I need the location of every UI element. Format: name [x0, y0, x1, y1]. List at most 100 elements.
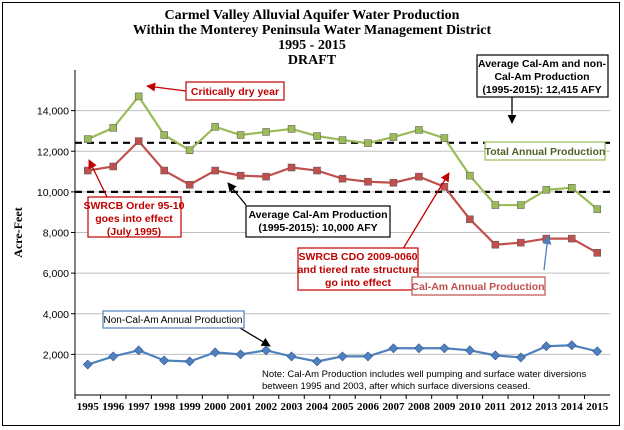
data-point — [466, 171, 474, 180]
x-tick-label: 2002 — [255, 401, 278, 413]
data-point — [388, 343, 399, 354]
y-tick-label: 14,000 — [37, 106, 69, 118]
calam-label-box — [411, 276, 546, 296]
data-point — [364, 177, 372, 186]
calam-series-label: Cal-Am Annual Production — [411, 281, 544, 293]
data-point — [363, 351, 373, 362]
data-point — [109, 124, 117, 132]
x-tick-label: 2004 — [306, 401, 329, 413]
cdo-label: and tiered rate structure — [298, 264, 419, 276]
x-tick-label: 2003 — [281, 401, 304, 413]
x-tick-label: 2008 — [408, 401, 431, 413]
data-point — [286, 351, 297, 362]
data-point — [337, 351, 348, 362]
avg-total-label: (1995-2015): 12,415 AFY — [482, 84, 601, 96]
x-tick-label: 2000 — [204, 401, 227, 413]
data-point — [210, 347, 221, 358]
x-tick-label: 2001 — [230, 401, 252, 413]
data-point — [517, 201, 525, 209]
chart-title-line-2: Within the Monterey Peninsula Water Mana… — [132, 23, 492, 38]
total-series-label: Total Annual Production — [485, 146, 606, 158]
data-point — [185, 181, 194, 189]
data-point — [313, 132, 321, 140]
data-point — [109, 162, 117, 171]
data-point — [312, 356, 322, 367]
data-point — [515, 352, 526, 363]
data-point — [415, 172, 423, 181]
y-tick-label: 6,000 — [43, 268, 69, 280]
chart-title-line-4: DRAFT — [287, 53, 337, 68]
x-tick-label: 1996 — [102, 401, 125, 413]
x-tick-label: 2006 — [357, 401, 380, 413]
data-point — [464, 345, 475, 356]
data-point — [415, 126, 423, 134]
y-axis-label: Acre-Feet — [11, 207, 25, 257]
data-point — [592, 346, 603, 357]
data-point — [82, 359, 93, 370]
x-tick-label: 2010 — [459, 401, 482, 413]
y-tick-label: 12,000 — [37, 146, 69, 158]
avg-calam-box — [245, 205, 391, 238]
data-point — [541, 341, 552, 352]
data-point — [236, 171, 245, 180]
cdo-label: SWRCB CDO 2009-0060 — [298, 251, 417, 263]
data-point — [490, 350, 501, 361]
data-point — [262, 128, 270, 136]
avg-calam-label: (1995-2015): 10,000 AFY — [258, 222, 377, 234]
x-tick-label: 2009 — [433, 401, 456, 413]
order-label: goes into effect — [95, 213, 173, 225]
data-point — [287, 163, 296, 172]
data-point — [491, 201, 500, 209]
calam-label-arrow — [542, 235, 552, 271]
data-point — [389, 178, 398, 187]
cdo-label: go into effect — [325, 277, 391, 289]
chart-title-line-1: Carmel Valley Alluvial Aquifer Water Pro… — [164, 8, 460, 23]
cdo-box — [297, 247, 419, 291]
x-tick-label: 2012 — [510, 401, 533, 413]
data-point — [364, 139, 372, 147]
data-point — [236, 131, 245, 139]
data-point — [517, 238, 525, 247]
data-point — [211, 123, 219, 131]
chart-title-line-3: 1995 - 2015 — [278, 38, 346, 53]
dry-year-label: Critically dry year — [191, 86, 279, 98]
data-point — [159, 355, 170, 366]
y-tick-label: 2,000 — [43, 349, 69, 361]
data-point — [568, 234, 576, 243]
dry-year-arrow — [146, 82, 187, 92]
data-point — [184, 356, 195, 367]
x-tick-label: 2007 — [382, 401, 405, 413]
avg-total-label: Average Cal-Am and non- — [478, 58, 606, 70]
data-point — [108, 351, 119, 362]
data-point — [134, 92, 143, 101]
total-label-box — [484, 141, 606, 161]
data-point — [566, 340, 577, 351]
x-tick-label: 2011 — [485, 401, 506, 413]
data-point — [338, 136, 347, 144]
data-point — [439, 343, 450, 354]
order-label: SWRCB Order 95-10 — [84, 200, 185, 212]
order-label: (July 1995) — [107, 226, 161, 238]
data-point — [542, 234, 551, 243]
data-point — [389, 133, 398, 141]
data-point — [83, 166, 92, 175]
order-box — [87, 196, 182, 238]
x-tick-label: 2013 — [535, 401, 558, 413]
data-point — [313, 166, 321, 175]
noncalam-series-label: Non-Cal-Am Annual Production — [104, 315, 243, 326]
x-tick-label: 1998 — [153, 401, 176, 413]
y-tick-label: 10,000 — [37, 187, 69, 199]
data-point — [211, 166, 219, 175]
dry-year-box — [185, 81, 285, 101]
avg-total-box — [476, 54, 609, 98]
data-point — [160, 131, 168, 139]
data-point — [593, 205, 602, 213]
data-point — [491, 240, 500, 249]
noncalam-box — [102, 310, 245, 329]
data-point — [261, 345, 271, 356]
data-point — [593, 249, 602, 257]
order-arrow — [88, 159, 108, 198]
x-tick-label: 1997 — [128, 401, 151, 413]
note-text: between 1995 and 2003, after which surfa… — [262, 381, 530, 392]
